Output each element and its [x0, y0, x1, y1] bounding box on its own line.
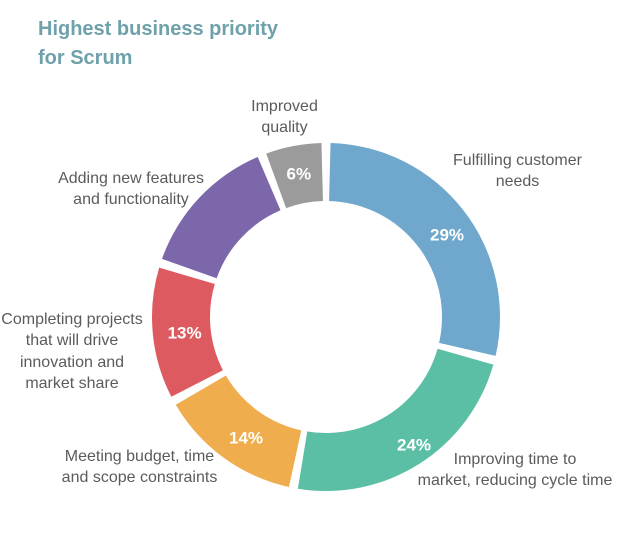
svg-text:6%: 6%	[287, 164, 312, 183]
svg-text:14%: 14%	[229, 428, 263, 447]
svg-text:29%: 29%	[430, 225, 464, 244]
